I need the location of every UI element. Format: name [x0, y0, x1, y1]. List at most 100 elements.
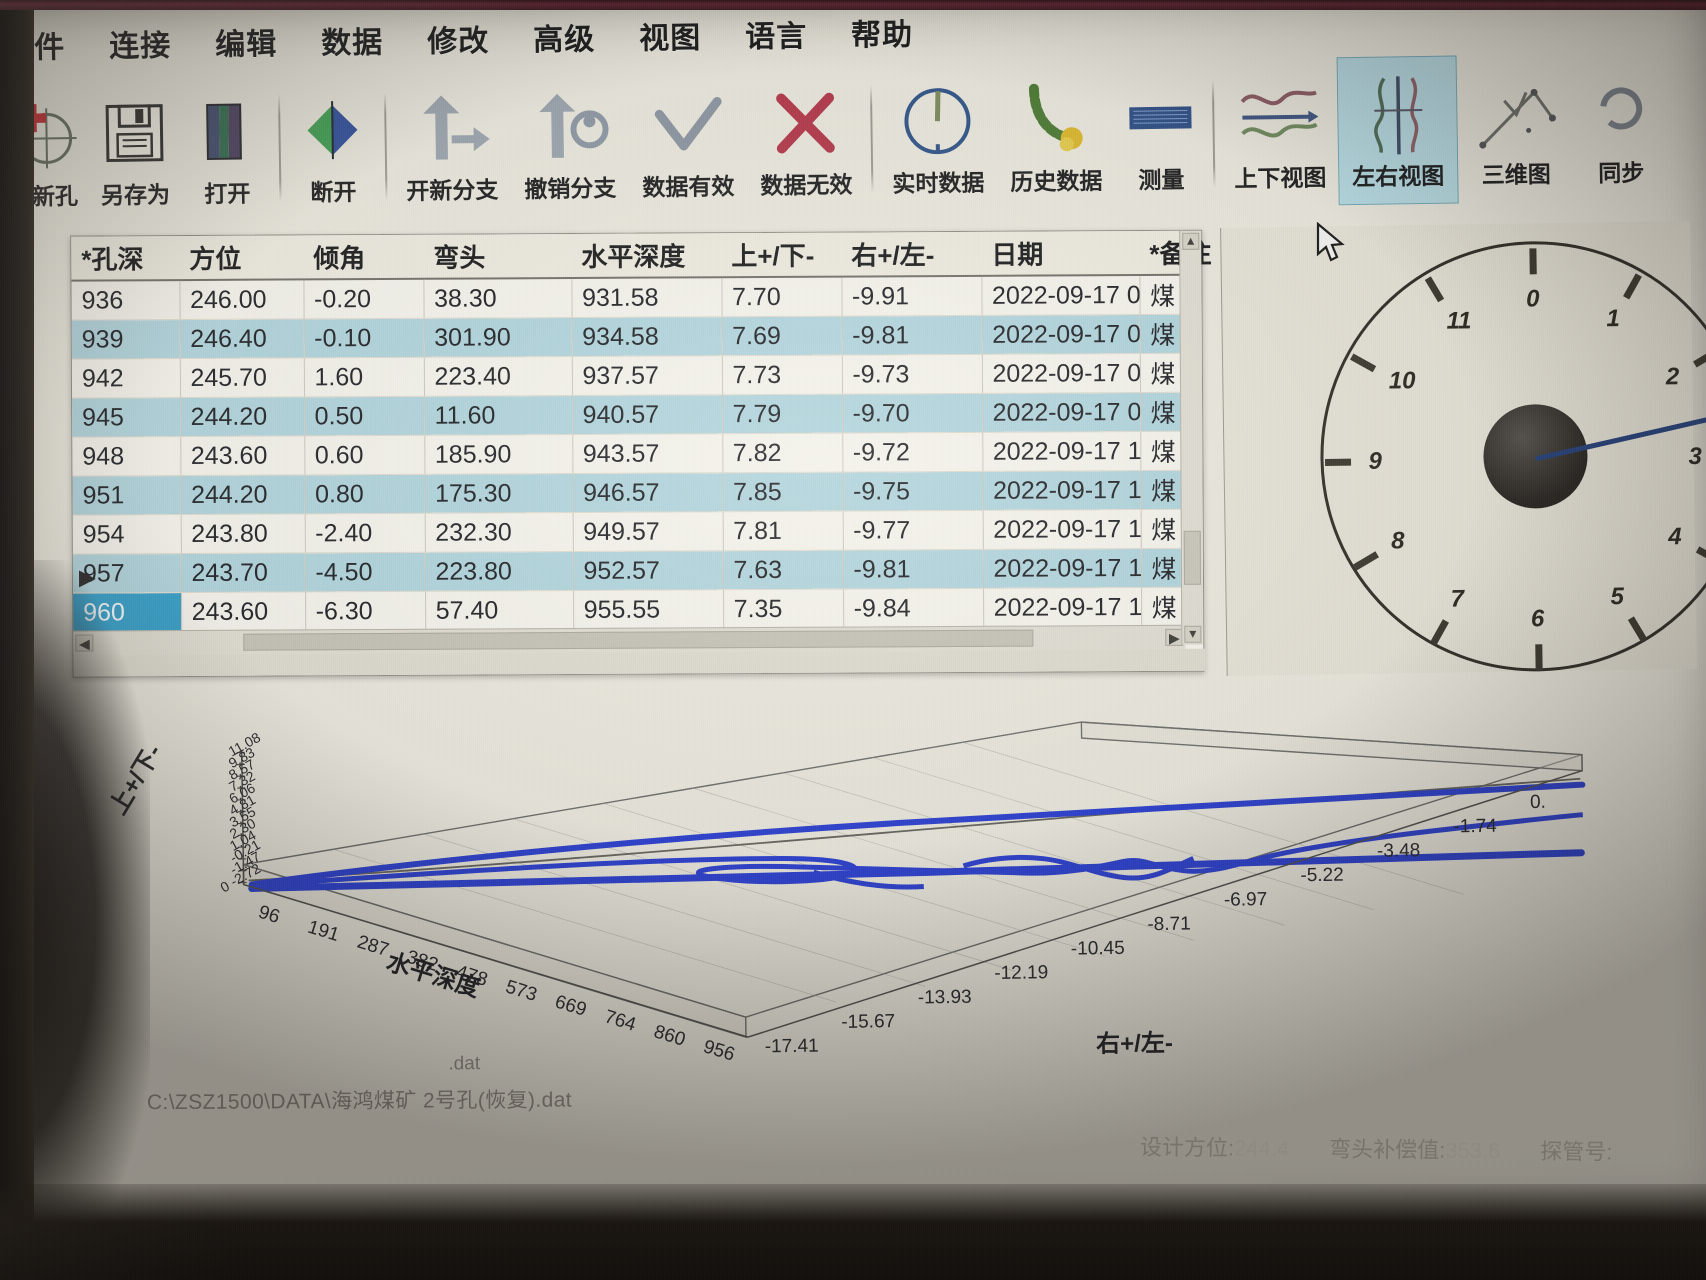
cell-depth[interactable]: 948	[72, 436, 181, 477]
cell-date[interactable]: 2022-09-17 10:51...	[982, 470, 1141, 511]
toolbar-button-disconnect[interactable]: 断开	[286, 72, 380, 219]
column-header-updown[interactable]: 上+/下-	[721, 232, 842, 278]
cell-toolface[interactable]: 57.40	[425, 590, 574, 631]
table-row[interactable]: 942 245.70 1.60 223.40 937.57 7.73 -9.73 2022-0…	[71, 353, 1185, 399]
cell-leftright[interactable]: -9.81	[841, 315, 982, 356]
cell-incline[interactable]: -6.30	[305, 591, 426, 631]
menu-item-language[interactable]: 语言	[744, 20, 808, 55]
cell-depth[interactable]: 936	[71, 280, 180, 321]
cell-toolface[interactable]: 185.90	[424, 434, 573, 475]
survey-data-grid[interactable]: ▶ *孔深 方位 倾角 弯头 水平深度 上+/下- 右+/左-	[70, 229, 1212, 678]
column-header-date[interactable]: 日期	[981, 231, 1140, 276]
toolbar-button-realtime-data[interactable]: 实时数据	[878, 63, 998, 211]
scroll-up-arrow[interactable]: ▲	[1182, 232, 1200, 250]
cell-date[interactable]: 2022-09-17 13:10...	[983, 587, 1142, 628]
cell-azimuth[interactable]: 243.70	[180, 552, 306, 593]
cell-azimuth[interactable]: 246.40	[179, 318, 304, 359]
column-header-incline[interactable]: 倾角	[303, 234, 424, 280]
cell-azimuth[interactable]: 244.20	[180, 396, 305, 437]
cell-depth[interactable]: 945	[72, 397, 181, 438]
cell-toolface[interactable]: 301.90	[423, 317, 572, 358]
cell-hdepth[interactable]: 952.57	[572, 550, 724, 591]
column-header-hdepth[interactable]: 水平深度	[571, 233, 722, 279]
cell-updown[interactable]: 7.35	[723, 589, 844, 629]
cell-updown[interactable]: 7.70	[721, 276, 842, 317]
cell-toolface[interactable]: 11.60	[424, 395, 573, 436]
cell-depth[interactable]: 942	[71, 358, 181, 399]
cell-date[interactable]: 2022-09-17 04:42...	[981, 275, 1140, 316]
cell-date[interactable]: 2022-09-17 09:57...	[982, 392, 1141, 433]
cell-toolface[interactable]: 38.30	[423, 278, 572, 319]
cell-depth[interactable]: 951	[72, 475, 181, 516]
cell-leftright[interactable]: -9.91	[841, 275, 982, 317]
cell-note[interactable]: 煤	[1139, 274, 1184, 315]
cell-hdepth[interactable]: 934.58	[571, 316, 722, 357]
cell-updown[interactable]: 7.73	[721, 355, 843, 395]
cell-incline[interactable]: -2.40	[304, 513, 425, 553]
table-row[interactable]: 951 244.20 0.80 175.30 946.57 7.85 -9.75 2022-0…	[72, 470, 1185, 516]
column-header-toolface[interactable]: 弯头	[423, 234, 572, 279]
cell-azimuth[interactable]: 244.20	[180, 474, 305, 515]
cell-incline[interactable]: 0.60	[304, 435, 425, 475]
cell-leftright[interactable]: -9.77	[842, 510, 983, 551]
cell-updown[interactable]: 7.79	[722, 394, 843, 434]
menu-item-help[interactable]: 帮助	[850, 18, 914, 53]
cell-updown[interactable]: 7.81	[722, 511, 843, 551]
menu-item-modify[interactable]: 修改	[426, 24, 490, 59]
cell-date[interactable]: 2022-09-17 05:15...	[981, 314, 1140, 355]
toolbar-button-sync[interactable]: 同步	[1574, 53, 1668, 200]
cell-azimuth[interactable]: 243.80	[180, 513, 305, 554]
cell-updown[interactable]: 7.69	[721, 316, 842, 356]
cell-hdepth[interactable]: 955.55	[573, 589, 724, 630]
cell-hdepth[interactable]: 937.57	[571, 355, 723, 396]
cell-hdepth[interactable]: 949.57	[572, 511, 723, 552]
table-row[interactable]: 936 246.00 -0.20 38.30 931.58 7.70 -9.91 2022-0…	[71, 274, 1184, 321]
cell-azimuth[interactable]: 246.00	[179, 279, 304, 320]
cell-incline[interactable]: 0.50	[304, 396, 425, 436]
cell-incline[interactable]: 0.80	[304, 474, 425, 514]
hscroll-thumb[interactable]	[243, 629, 1034, 651]
toolbar-button-undo-branch[interactable]: 撤销分支	[510, 69, 630, 217]
cell-note[interactable]: 煤	[1139, 314, 1184, 354]
cell-hdepth[interactable]: 943.57	[572, 433, 723, 474]
cell-azimuth[interactable]: 243.60	[180, 435, 305, 476]
toolbar-button-history-data[interactable]: 历史数据	[996, 62, 1116, 210]
table-row[interactable]: 945 244.20 0.50 11.60 940.57 7.79 -9.70 2022-09…	[72, 392, 1185, 438]
cell-note[interactable]: 煤	[1140, 470, 1185, 510]
cell-depth[interactable]: 954	[72, 514, 181, 555]
cell-updown[interactable]: 7.63	[722, 550, 844, 590]
cell-incline[interactable]: -0.20	[303, 278, 424, 319]
cell-toolface[interactable]: 232.30	[424, 512, 573, 553]
cell-date[interactable]: 2022-09-17 09:15...	[981, 353, 1141, 394]
toolbar-button-data-invalid[interactable]: 数据无效	[746, 65, 866, 213]
cell-incline[interactable]: 1.60	[303, 357, 425, 397]
toolbar-button-save-as[interactable]: 另存为	[88, 75, 182, 222]
cell-date[interactable]: 2022-09-17 12:41...	[982, 548, 1142, 589]
vscroll-thumb[interactable]	[1183, 530, 1202, 585]
column-header-note[interactable]: *备注	[1139, 230, 1212, 276]
cell-note[interactable]: 煤	[1139, 353, 1185, 393]
cell-note[interactable]: 煤	[1140, 548, 1186, 588]
vertical-scrollbar[interactable]: ▲ ▼	[1179, 230, 1204, 645]
toolbar-button-updown-view[interactable]: 上下视图	[1220, 58, 1340, 206]
table-row[interactable]: 939 246.40 -0.10 301.90 934.58 7.69 -9.81 2022-…	[71, 314, 1184, 360]
toolbar-button-measure[interactable]: 测量	[1114, 60, 1208, 207]
cell-azimuth[interactable]: 245.70	[179, 357, 305, 398]
cell-date[interactable]: 2022-09-17 10:23...	[982, 431, 1141, 472]
menu-item-data[interactable]: 数据	[320, 26, 384, 61]
cell-updown[interactable]: 7.82	[722, 433, 843, 473]
cell-depth[interactable]: 939	[71, 319, 180, 360]
cell-leftright[interactable]: -9.84	[843, 588, 984, 629]
cell-note[interactable]: 煤	[1140, 431, 1185, 471]
cell-note[interactable]: 煤	[1141, 587, 1186, 627]
cell-incline[interactable]: -4.50	[304, 552, 426, 592]
table-row[interactable]: 948 243.60 0.60 185.90 943.57 7.82 -9.72 2022-0…	[72, 431, 1185, 477]
toolbar-button-data-valid[interactable]: 数据有效	[628, 67, 748, 215]
toolbar-button-three-d-view[interactable]: 三维图	[1456, 55, 1576, 203]
toolbar-button-new-branch[interactable]: 开新分支	[392, 71, 512, 219]
cell-toolface[interactable]: 175.30	[424, 473, 573, 514]
scroll-down-arrow[interactable]: ▼	[1184, 625, 1202, 643]
cell-date[interactable]: 2022-09-17 11:52...	[982, 509, 1141, 550]
cell-toolface[interactable]: 223.40	[423, 356, 573, 397]
cell-azimuth[interactable]: 243.60	[181, 591, 306, 632]
